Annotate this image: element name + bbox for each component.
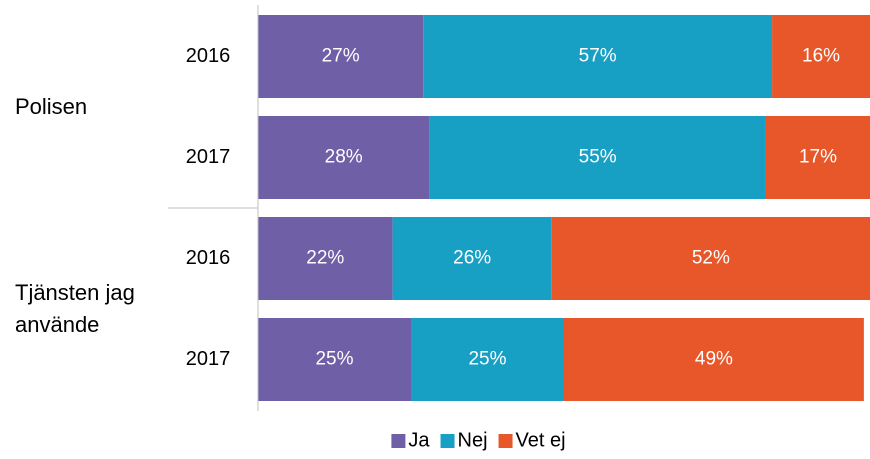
data-label: 57% [579, 46, 617, 67]
bar-segment [551, 217, 870, 300]
data-label: 49% [695, 349, 733, 370]
bar-segment [411, 318, 564, 401]
y-tick-label: 2017 [186, 146, 231, 168]
y-tick-label: 2016 [186, 247, 231, 269]
y-tick-label: 2017 [186, 348, 231, 370]
legend-swatch [498, 434, 513, 448]
legend-swatch [440, 434, 455, 448]
data-label: 52% [692, 248, 730, 269]
data-label: 55% [579, 147, 617, 168]
bar-segment [423, 15, 773, 98]
data-label: 26% [453, 248, 491, 269]
data-label: 17% [799, 147, 837, 168]
bar-segment [765, 116, 870, 199]
legend-label: Vet ej [516, 429, 566, 451]
bar-segment [258, 318, 411, 401]
data-label: 28% [325, 147, 363, 168]
bar-segment [258, 116, 430, 199]
bar-segment [564, 318, 864, 401]
legend-label: Ja [408, 429, 430, 451]
group-label: Polisen [15, 94, 88, 119]
bar-segment [772, 15, 870, 98]
data-label: 27% [322, 46, 360, 67]
data-label: 16% [802, 46, 840, 67]
bar-segment [392, 217, 552, 300]
data-label: 25% [315, 349, 353, 370]
data-label: 25% [468, 349, 506, 370]
legend-swatch [391, 434, 406, 448]
legend-label: Nej [458, 429, 488, 451]
data-label: 22% [306, 248, 344, 269]
group-label: Tjänsten jag använde [15, 280, 135, 337]
y-tick-label: 2016 [186, 45, 231, 67]
bar-segment [429, 116, 766, 199]
bar-segment [258, 15, 424, 98]
bar-segment [258, 217, 393, 300]
